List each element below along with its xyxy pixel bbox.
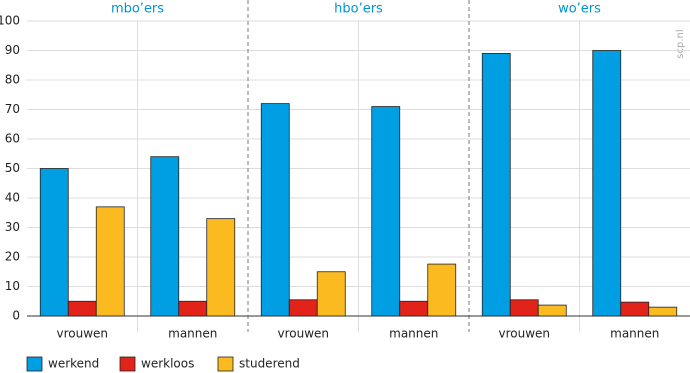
bar	[39, 168, 69, 317]
bar	[95, 206, 125, 317]
group-label: mbo’ers	[111, 2, 164, 17]
y-tick-label: 20	[5, 250, 20, 264]
x-tick-label: vrouwen	[56, 327, 108, 341]
y-tick-label: 60	[5, 132, 20, 146]
y-tick-label: 100	[0, 14, 20, 28]
bar	[260, 103, 290, 317]
bar	[371, 106, 401, 317]
y-tick-label: 90	[5, 43, 20, 57]
bar	[592, 50, 622, 317]
bar	[316, 271, 346, 317]
y-tick-label: 70	[5, 102, 20, 116]
bar	[481, 53, 511, 317]
x-tick-label: mannen	[610, 327, 659, 341]
x-tick-label: mannen	[168, 327, 217, 341]
legend-label: werkloos	[141, 357, 194, 371]
bar	[206, 218, 236, 317]
y-tick-label: 10	[5, 279, 20, 293]
group-label: hbo’ers	[334, 2, 383, 17]
bar	[178, 300, 208, 317]
bar	[648, 306, 678, 317]
x-tick-label: vrouwen	[498, 327, 550, 341]
legend-swatch	[26, 356, 43, 372]
bar	[67, 300, 97, 317]
y-tick-label: 0	[12, 309, 20, 323]
x-tick-label: mannen	[389, 327, 438, 341]
bar	[399, 300, 429, 317]
watermark: scp.nl	[675, 29, 686, 58]
x-tick-label: vrouwen	[277, 327, 329, 341]
bar	[288, 299, 318, 317]
bar	[150, 156, 180, 317]
legend-label: studerend	[239, 357, 300, 371]
y-tick-label: 40	[5, 191, 20, 205]
legend-swatch	[217, 356, 234, 372]
bar	[537, 304, 567, 317]
bar	[509, 299, 539, 317]
bar	[427, 263, 457, 317]
group-label: wo’ers	[558, 2, 601, 17]
y-tick-label: 80	[5, 73, 20, 87]
legend-swatch	[119, 356, 136, 372]
legend-label: werkend	[48, 357, 99, 371]
bar	[620, 301, 650, 317]
y-tick-label: 50	[5, 161, 20, 175]
y-tick-label: 30	[5, 220, 20, 234]
